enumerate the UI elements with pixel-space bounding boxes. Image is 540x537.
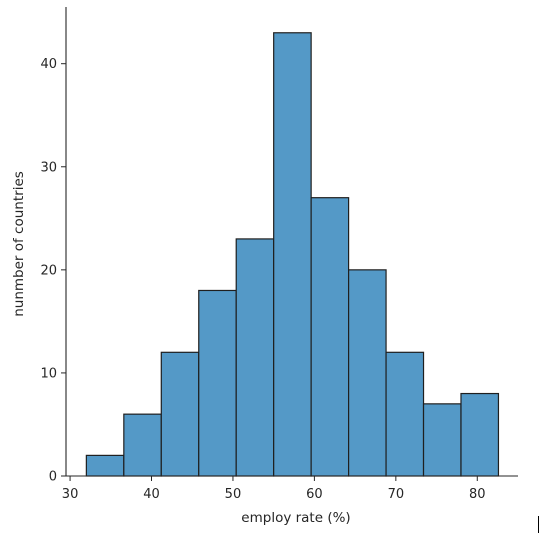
histogram-bars (85, 32, 500, 477)
histogram-bar-5 (273, 32, 312, 477)
histogram-bar-8 (385, 351, 425, 477)
histogram-bar-4 (235, 238, 275, 477)
x-axis-ticks: 30 40 50 60 70 80 (62, 476, 486, 502)
y-tick-label: 0 (49, 470, 57, 485)
x-tick-label: 80 (469, 487, 486, 502)
x-tick-label: 50 (225, 487, 242, 502)
histogram-bar-2 (160, 351, 200, 477)
edge-cursor-mark (538, 516, 539, 533)
y-tick-label: 20 (40, 263, 57, 278)
x-tick-label: 40 (143, 487, 160, 502)
histogram-bar-10 (460, 392, 500, 477)
histogram-bar-9 (422, 403, 462, 477)
histogram-bar-0 (85, 454, 125, 477)
y-tick-label: 40 (40, 57, 57, 72)
y-tick-label: 10 (40, 366, 57, 381)
y-axis-title: nunmber of countries (11, 171, 27, 317)
y-tick-label: 30 (40, 160, 57, 175)
histogram-bar-3 (198, 289, 237, 477)
histogram-bar-1 (123, 413, 162, 477)
x-tick-label: 30 (62, 487, 79, 502)
histogram-bar-7 (348, 269, 387, 477)
x-tick-label: 60 (306, 487, 323, 502)
x-axis-title: employ rate (%) (241, 510, 350, 526)
histogram-bar-6 (310, 197, 350, 477)
y-axis-ticks: 0 10 20 30 40 (40, 57, 66, 485)
x-tick-label: 70 (388, 487, 405, 502)
